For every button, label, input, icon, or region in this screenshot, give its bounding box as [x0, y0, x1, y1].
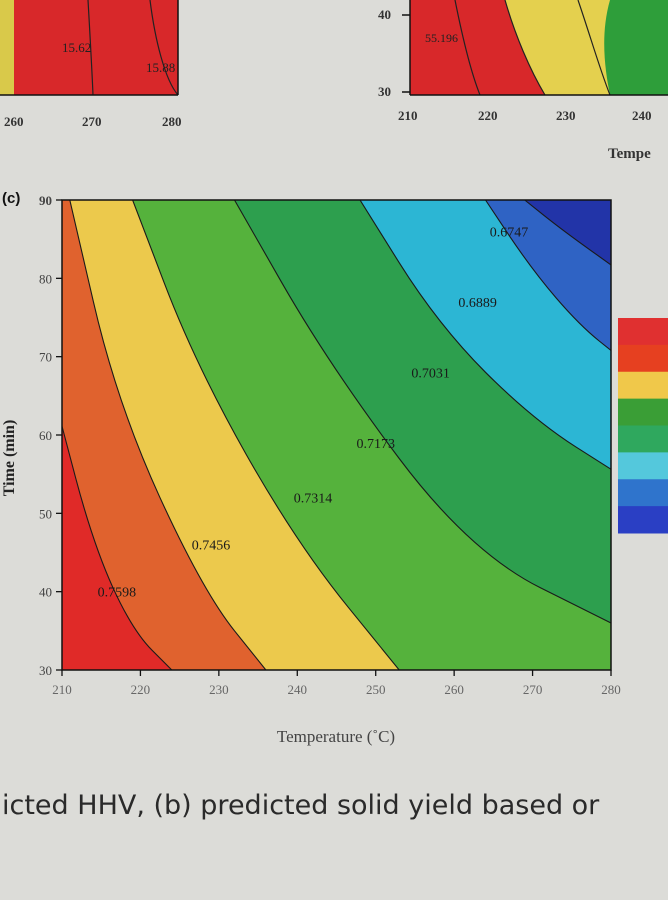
partial-contour-label: 15.62 — [62, 40, 91, 55]
contour-bands — [62, 200, 611, 670]
contour-line — [234, 200, 611, 624]
y-tick-label: 40 — [39, 585, 52, 600]
top-left-partial-plot: 15.62 15.88 260 270 280 — [0, 0, 182, 129]
partial-x-tick-label: 270 — [82, 114, 102, 129]
y-tick-label: 30 — [39, 663, 52, 678]
contour-line — [132, 200, 400, 670]
partial-contour-label: 15.88 — [146, 60, 175, 75]
x-tick-label: 210 — [52, 682, 72, 697]
axis-ticks: 210 220 230 240 250 260 270 280 30 40 50 60 70 80 90 — [39, 193, 621, 697]
partial-x-tick-label: 240 — [632, 108, 652, 123]
legend-swatch — [618, 452, 668, 480]
legend-swatch — [618, 344, 668, 373]
x-tick-label: 250 — [366, 682, 386, 697]
color-legend — [618, 318, 668, 534]
partial-yellow-region — [0, 0, 14, 95]
partial-contour-line — [577, 0, 611, 96]
contour-line — [524, 200, 611, 266]
contour-labels: 0.7598 0.7456 0.7314 0.7173 0.7031 0.6889 0.67… — [98, 225, 529, 600]
contour-line — [485, 200, 611, 352]
panel-label: (c) — [2, 190, 21, 207]
contour-line — [359, 200, 611, 470]
contour-line — [62, 424, 173, 670]
legend-swatch — [618, 479, 668, 507]
contour-level-label: 0.7031 — [411, 366, 450, 381]
x-tick-label: 260 — [444, 682, 464, 697]
y-tick-label: 60 — [39, 428, 52, 443]
x-tick-label: 240 — [288, 682, 308, 697]
x-axis-title: Temperature (˚C) — [277, 727, 395, 746]
partial-contour-line — [149, 0, 179, 96]
contour-plot-c: 0.7598 0.7456 0.7314 0.7173 0.7031 0.6889 0.67… — [1, 193, 621, 746]
partial-y-tick-label: 40 — [378, 7, 391, 22]
contour-level-label: 0.6747 — [490, 225, 529, 240]
contour-level-label: 0.7456 — [192, 539, 231, 554]
top-right-partial-plot: 40 30 55.196 210 220 230 240 Tempe — [378, 0, 668, 162]
legend-swatch — [618, 398, 668, 426]
figure-caption: icted HHV, (b) predicted solid yield bas… — [2, 790, 600, 821]
partial-x-tick-label: 230 — [556, 108, 576, 123]
x-tick-label: 230 — [209, 682, 229, 697]
partial-contour-line — [454, 0, 481, 96]
partial-x-axis-title: Tempe — [608, 146, 651, 162]
partial-y-tick-label: 30 — [378, 84, 391, 99]
partial-contour-line — [87, 0, 94, 96]
contour-lines — [62, 200, 611, 670]
partial-x-tick-label: 220 — [478, 108, 498, 123]
partial-contour-label: 55.196 — [425, 31, 458, 45]
contour-level-label: 0.7173 — [356, 437, 395, 452]
partial-contour-line — [504, 0, 546, 96]
y-tick-label: 70 — [39, 350, 52, 365]
y-axis-title: Time (min) — [1, 420, 18, 497]
contour-line — [69, 200, 267, 670]
partial-x-tick-label: 260 — [4, 114, 24, 129]
x-tick-label: 270 — [523, 682, 543, 697]
y-tick-label: 90 — [39, 193, 52, 208]
contour-level-label: 0.7314 — [294, 492, 333, 507]
contour-band — [524, 200, 611, 265]
legend-swatch — [618, 371, 668, 400]
partial-x-tick-label: 210 — [398, 108, 418, 123]
legend-swatch — [618, 318, 668, 346]
legend-swatch — [618, 506, 668, 534]
y-tick-label: 80 — [39, 271, 52, 286]
partial-x-tick-label: 280 — [162, 114, 182, 129]
partial-red-region — [410, 0, 545, 95]
contour-level-label: 0.6889 — [458, 296, 497, 311]
x-tick-label: 280 — [601, 682, 621, 697]
x-tick-label: 220 — [131, 682, 151, 697]
contour-level-label: 0.7598 — [98, 586, 137, 601]
legend-swatch — [618, 425, 668, 453]
y-tick-label: 50 — [39, 506, 52, 521]
